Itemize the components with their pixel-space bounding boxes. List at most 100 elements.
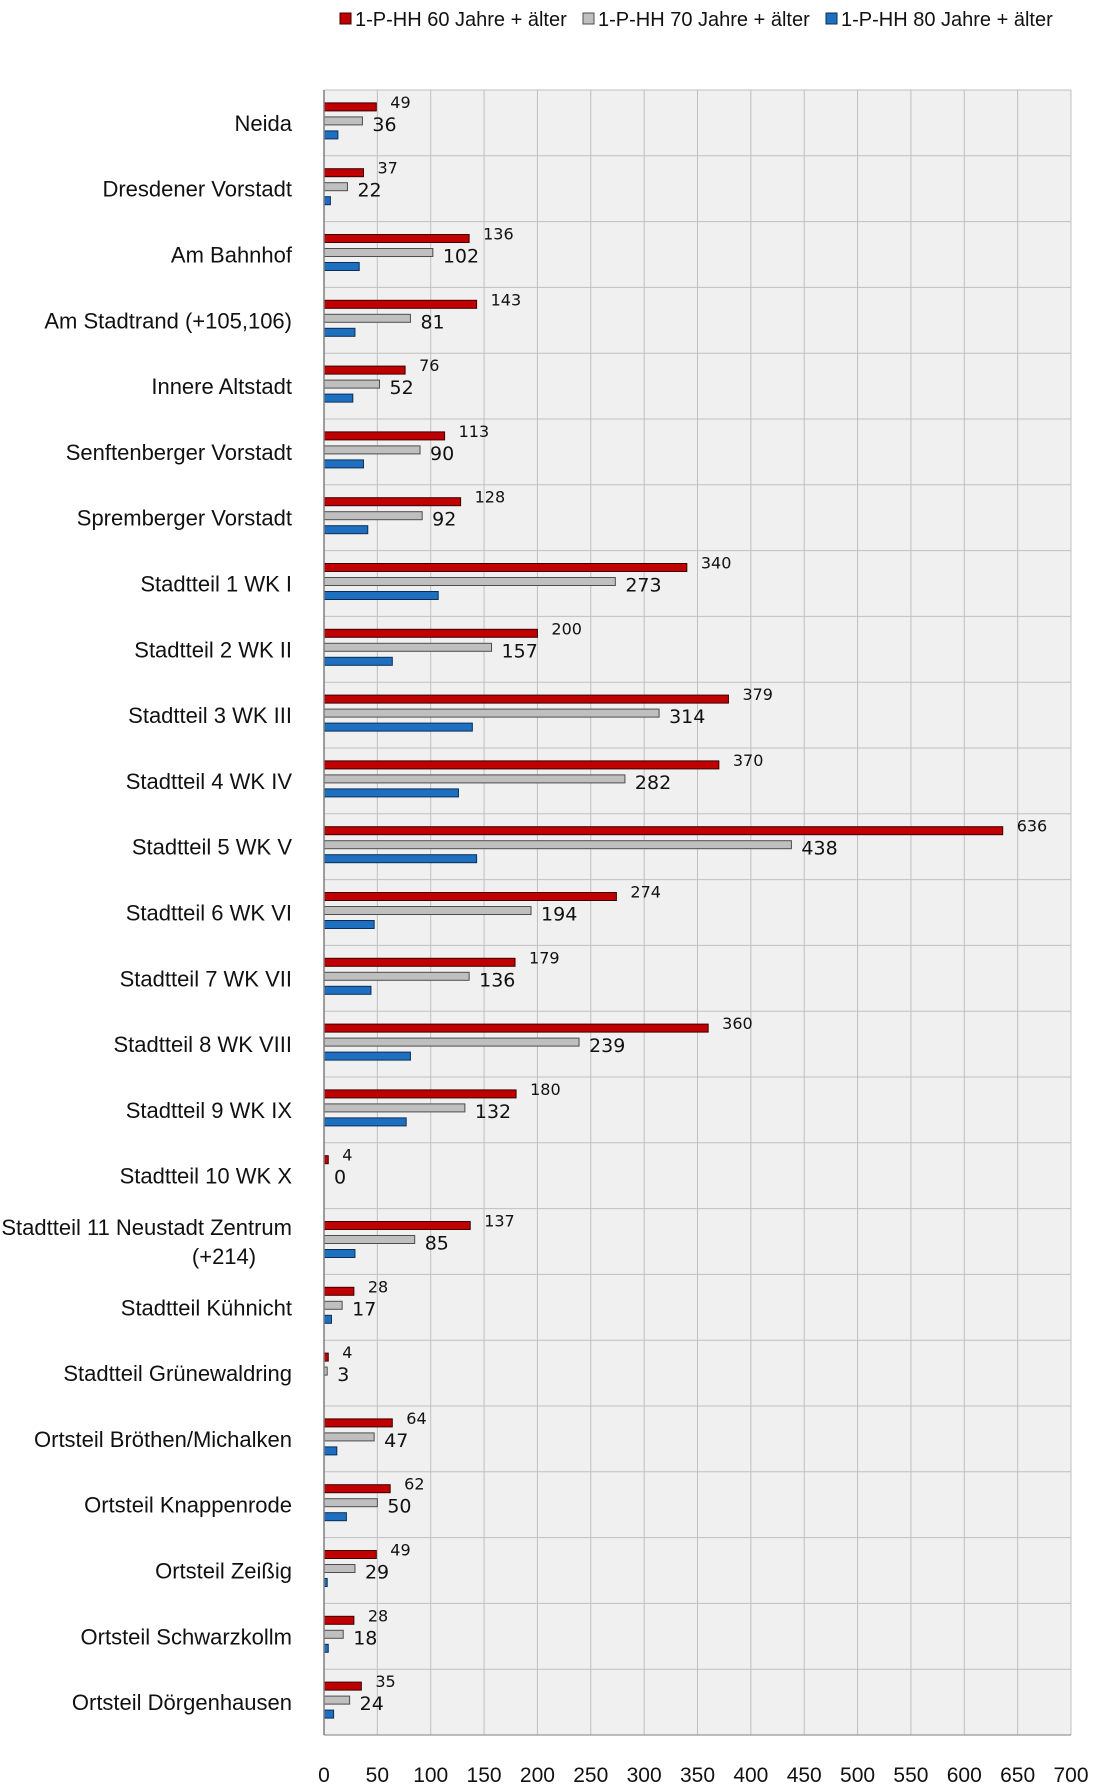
bar-age70 (323, 1498, 378, 1508)
value-label: 360 (722, 1014, 753, 1033)
value-label: 50 (387, 1496, 411, 1518)
bar-age60 (323, 365, 406, 375)
bar-age70 (323, 1564, 356, 1573)
category-label: Stadtteil 8 WK VIII (113, 1032, 292, 1057)
value-label: 194 (541, 904, 577, 926)
value-label: 137 (484, 1212, 515, 1231)
bar-age80 (323, 920, 375, 929)
x-tick-label: 350 (680, 1764, 715, 1787)
bar-age70 (323, 1695, 351, 1705)
category-label: Ortsteil Dörgenhausen (72, 1690, 292, 1715)
value-label: 92 (432, 509, 456, 531)
value-label: 36 (372, 114, 396, 136)
bar-age60 (323, 1286, 355, 1296)
value-label: 49 (390, 93, 410, 112)
bar-age80 (323, 459, 364, 469)
legend-swatch (339, 12, 352, 25)
bar-age80 (323, 1709, 335, 1719)
bar-age60 (323, 1484, 391, 1494)
bar-age70 (323, 1300, 343, 1310)
value-label: 29 (365, 1562, 389, 1584)
value-label: 143 (491, 290, 522, 309)
x-tick-label: 100 (413, 1764, 448, 1787)
value-label: 52 (389, 377, 413, 399)
value-label: 28 (368, 1606, 388, 1625)
value-label: 3 (337, 1364, 349, 1386)
bar-age80 (323, 262, 360, 271)
category-label: Dresdener Vorstadt (102, 177, 292, 202)
category-label: Stadtteil 7 WK VII (120, 966, 292, 991)
value-label: 273 (625, 575, 661, 597)
bar-age60 (323, 431, 446, 441)
value-label: 4 (342, 1146, 352, 1165)
value-label: 35 (375, 1672, 395, 1691)
bar-age70 (323, 445, 421, 455)
bar-age60 (323, 1550, 377, 1559)
bar-age70 (323, 840, 792, 850)
x-tick-label: 150 (467, 1764, 502, 1787)
bar-age80 (323, 1512, 347, 1522)
x-tick-label: 500 (840, 1764, 875, 1787)
x-tick-label: 250 (573, 1764, 608, 1787)
value-label: 28 (368, 1277, 388, 1296)
bar-age60 (323, 497, 462, 507)
value-label: 90 (430, 443, 454, 465)
value-label: 157 (502, 640, 538, 662)
x-tick-label: 0 (318, 1764, 330, 1787)
bar-age60 (323, 234, 470, 243)
bar-age80 (323, 985, 372, 995)
value-label: 113 (459, 422, 490, 441)
bar-age70 (323, 1235, 416, 1244)
category-label: Senftenberger Vorstadt (66, 440, 292, 465)
value-label: 22 (357, 180, 381, 202)
category-label: Am Bahnhof (171, 243, 293, 268)
x-tick-label: 600 (947, 1764, 982, 1787)
value-label: 4 (342, 1343, 352, 1362)
x-tick-label: 400 (733, 1764, 768, 1787)
bar-age80 (323, 591, 439, 600)
value-label: 18 (353, 1627, 377, 1649)
category-label: Spremberger Vorstadt (77, 506, 292, 531)
value-label: 102 (443, 246, 479, 268)
value-label: 64 (406, 1409, 426, 1428)
value-label: 136 (479, 969, 515, 991)
category-label: Stadtteil 11 Neustadt Zentrum (1, 1215, 292, 1240)
legend-label: 1-P-HH 70 Jahre + älter (598, 9, 810, 31)
bar-age60 (323, 1023, 709, 1033)
bar-age60 (323, 299, 478, 309)
bar-age70 (323, 116, 363, 126)
category-label: Stadtteil 4 WK IV (126, 769, 293, 794)
bar-age70 (323, 182, 348, 192)
x-tick-label: 450 (787, 1764, 822, 1787)
category-label: Ortsteil Schwarzkollm (81, 1624, 292, 1649)
bar-age80 (323, 525, 369, 535)
value-label: 282 (635, 772, 671, 794)
legend-label: 1-P-HH 80 Jahre + älter (841, 9, 1053, 31)
category-label: Ortsteil Zeißig (155, 1559, 292, 1584)
bar-age80 (323, 393, 354, 403)
bar-age80 (323, 1117, 407, 1127)
bar-age70 (323, 1103, 466, 1113)
bar-age60 (323, 892, 617, 901)
bar-age60 (323, 1418, 393, 1428)
legend: 1-P-HH 60 Jahre + älter 1-P-HH 70 Jahre +… (339, 9, 1053, 31)
value-label: 636 (1017, 817, 1048, 836)
category-label: Stadtteil 9 WK IX (126, 1098, 293, 1123)
category-label: Neida (235, 111, 293, 136)
category-label: Stadtteil 5 WK V (132, 835, 293, 860)
bar-age70 (323, 1432, 375, 1442)
value-label: 379 (742, 685, 773, 704)
legend-swatch (825, 12, 838, 25)
bar-age70 (323, 511, 423, 521)
value-label: 47 (384, 1430, 408, 1452)
category-label: Am Stadtrand (+105,106) (44, 308, 292, 333)
bar-age80 (323, 130, 339, 140)
bar-age60 (323, 168, 364, 178)
x-tick-label: 700 (1053, 1764, 1088, 1787)
value-label: 49 (390, 1541, 410, 1560)
value-label: 179 (529, 948, 560, 967)
category-label: Innere Altstadt (151, 374, 292, 399)
bar-age60 (323, 563, 688, 572)
value-label: 438 (801, 838, 837, 860)
